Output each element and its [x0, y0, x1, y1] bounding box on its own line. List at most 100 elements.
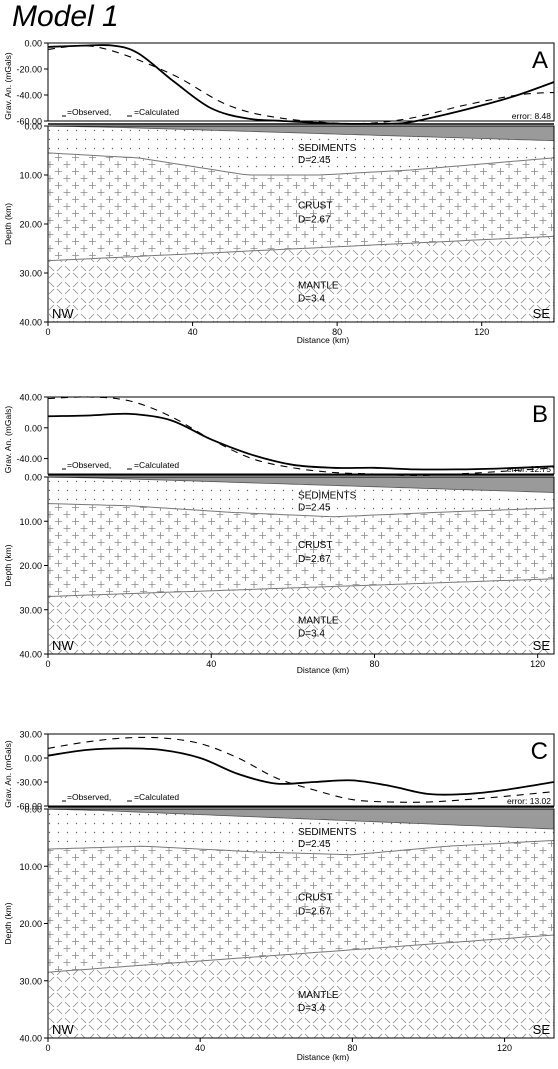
calculated-gravity-line — [47, 396, 555, 477]
se-direction-label: SE — [533, 638, 551, 653]
distance-xtick-label: 0 — [45, 327, 50, 337]
gravity-ytick-label: 0.00 — [24, 423, 42, 433]
distance-xtick-label: 0 — [45, 659, 50, 669]
calculated-gravity-line — [47, 44, 555, 125]
calculated-gravity-line — [47, 736, 555, 803]
distance-xtick-label: 80 — [332, 327, 342, 337]
se-direction-label: SE — [533, 306, 551, 321]
distance-axis-label: Distance (km) — [297, 335, 350, 345]
depth-ytick-label: 30.00 — [19, 605, 42, 615]
moho-line — [47, 235, 555, 262]
legend-calculated-label: =Calculated — [134, 792, 179, 802]
nw-direction-label: NW — [52, 638, 74, 653]
gravity-ytick-label: -40.00 — [16, 454, 42, 464]
gravity-ytick-label: -60.00 — [16, 117, 42, 127]
depth-axis-label: Depth (km) — [3, 203, 13, 245]
depth-ytick-label: 30.00 — [19, 976, 42, 986]
moho-line — [47, 578, 555, 597]
crust-layer — [48, 840, 554, 973]
panel-letter: B — [532, 401, 548, 428]
legend-calculated-label: =Calculated — [134, 460, 179, 470]
gravity-ytick-label: 0.00 — [24, 39, 42, 49]
distance-xtick-label: 40 — [188, 327, 198, 337]
crust-density-label: D=2.67 — [298, 554, 331, 565]
depth-ytick-label: 40.00 — [19, 650, 42, 660]
moho-line — [47, 934, 555, 973]
error-label: error: 8.48 — [512, 111, 551, 121]
sediments-density-label: D=2.45 — [298, 503, 331, 514]
gravity-ytick-label: 0.00 — [24, 754, 42, 764]
se-direction-label: SE — [533, 1022, 551, 1037]
sediment-layer — [48, 477, 554, 517]
legend-observed-label: =Observed, — [67, 460, 111, 470]
sediment-base-line — [47, 503, 555, 518]
gravity-ytick-label: 40.00 — [19, 393, 42, 403]
water-bottom-line — [47, 808, 555, 830]
sediment-base-line — [47, 152, 555, 176]
distance-xtick-label: 40 — [206, 659, 216, 669]
depth-ytick-label: 10.00 — [19, 517, 42, 527]
mantle-label: MANTLE — [298, 616, 339, 627]
crust-label: CRUST — [298, 200, 332, 211]
gravity-plot-frame — [47, 42, 555, 122]
sediments-label: SEDIMENTS — [298, 491, 357, 502]
sediment-layer — [48, 126, 554, 175]
gravity-ytick-label: -60.00 — [16, 802, 42, 812]
sediment-base-line — [47, 840, 555, 856]
nw-direction-label: NW — [52, 306, 74, 321]
panel-letter: C — [531, 738, 548, 765]
depth-ytick-label: 20.00 — [19, 561, 42, 571]
distance-xtick-label: 40 — [195, 1043, 205, 1053]
depth-ytick-label: 0.00 — [24, 805, 42, 815]
crust-label: CRUST — [298, 540, 332, 551]
observed-gravity-line — [47, 44, 555, 125]
legend-calculated-label: =Calculated — [134, 107, 179, 117]
crust-label: CRUST — [298, 892, 332, 903]
depth-ytick-label: 40.00 — [19, 318, 42, 328]
crust-layer — [48, 503, 554, 597]
sediments-density-label: D=2.45 — [298, 839, 331, 850]
gravity-plot-frame — [47, 396, 555, 475]
gravity-ytick-label: -30.00 — [16, 778, 42, 788]
crust-density-label: D=2.67 — [298, 906, 331, 917]
depth-axis-label: Depth (km) — [3, 902, 13, 944]
depth-ytick-label: 40.00 — [19, 1034, 42, 1044]
depth-ytick-label: 30.00 — [19, 269, 42, 279]
mantle-density-label: D=3.4 — [298, 1003, 325, 1014]
gravity-axis-label: Grav. An. (mGals) — [3, 406, 13, 474]
distance-xtick-label: 120 — [530, 659, 545, 669]
water-layer — [48, 126, 554, 141]
distance-xtick-label: 120 — [474, 327, 489, 337]
crust-layer — [48, 152, 554, 261]
gravity-ytick-label: 30.00 — [19, 730, 42, 740]
mantle-layer — [48, 935, 554, 1038]
legend-observed-label: =Observed, — [67, 107, 111, 117]
mantle-density-label: D=3.4 — [298, 629, 325, 640]
water-bottom-line — [47, 476, 555, 493]
depth-ytick-label: 0.00 — [24, 122, 42, 132]
mantle-label: MANTLE — [298, 990, 339, 1001]
distance-xtick-label: 0 — [45, 1043, 50, 1053]
depth-ytick-label: 10.00 — [19, 171, 42, 181]
mantle-label: MANTLE — [298, 280, 339, 291]
gravity-axis-label: Grav. An. (mGals) — [3, 740, 13, 808]
gravity-ytick-label: -40.00 — [16, 91, 42, 101]
gravity-ytick-label: -20.00 — [16, 65, 42, 75]
water-layer — [48, 477, 554, 493]
error-label: error: 13.02 — [507, 796, 551, 806]
sediments-label: SEDIMENTS — [298, 143, 357, 154]
crust-density-label: D=2.67 — [298, 214, 331, 225]
distance-xtick-label: 80 — [347, 1043, 357, 1053]
gravity-plot-frame — [47, 733, 555, 807]
depth-axis-label: Depth (km) — [3, 544, 13, 586]
error-label: error: 12.75 — [507, 464, 551, 474]
depth-ytick-label: 20.00 — [19, 220, 42, 230]
water-bottom-line — [47, 125, 555, 142]
sediment-layer — [48, 809, 554, 855]
depth-ytick-label: 20.00 — [19, 919, 42, 929]
legend-observed-label: =Observed, — [67, 792, 111, 802]
distance-xtick-label: 120 — [497, 1043, 512, 1053]
